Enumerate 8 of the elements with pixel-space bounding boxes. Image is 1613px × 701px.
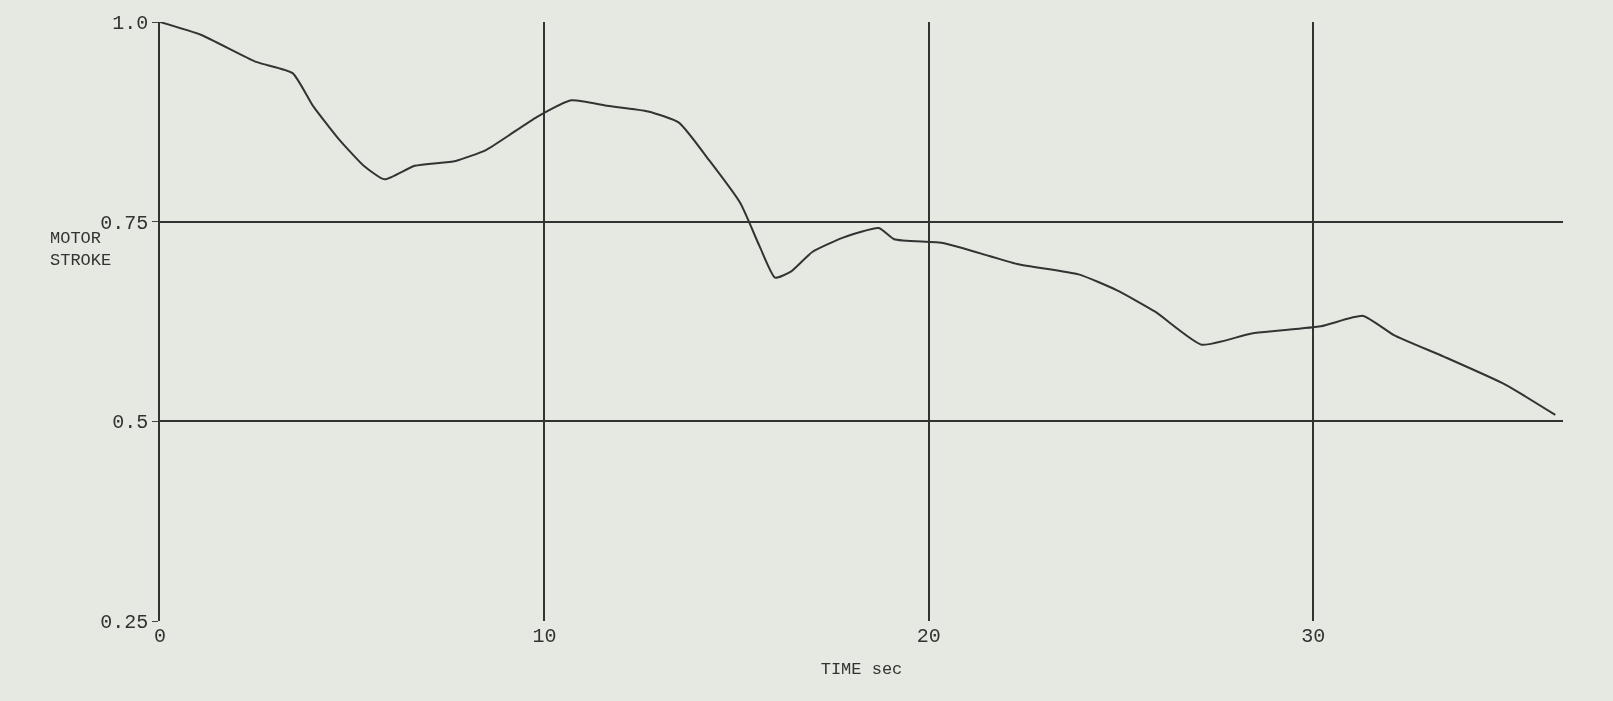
y-tick-label: 1.0: [112, 12, 149, 35]
y-tick-label: 0.25: [100, 611, 149, 634]
x-tick-label: 0: [153, 625, 167, 648]
x-tick-label: 20: [916, 625, 941, 648]
x-tick-label: 30: [1301, 625, 1326, 648]
y-tick-label: 0.5: [112, 411, 149, 435]
x-tick-label: 10: [532, 625, 557, 648]
x-axis-title: TIME sec: [820, 660, 903, 680]
